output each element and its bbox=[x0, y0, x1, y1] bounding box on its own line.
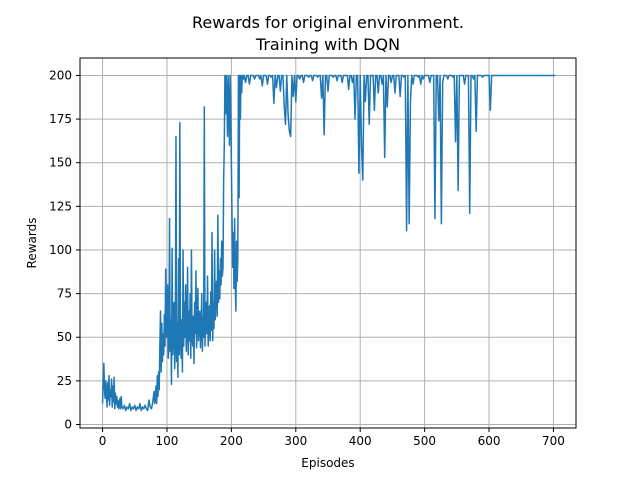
plot-area bbox=[101, 74, 556, 412]
x-tick-label: 200 bbox=[220, 434, 243, 448]
x-tick-label: 500 bbox=[413, 434, 436, 448]
x-tick-label: 100 bbox=[156, 434, 179, 448]
axis-ticks: 0 100 200 300 400 500 600 700 0 25 50 75 100 125 150 17… bbox=[49, 68, 565, 448]
axes-frame bbox=[79, 57, 577, 429]
x-tick-label: 700 bbox=[542, 434, 565, 448]
y-tick-label: 75 bbox=[57, 287, 72, 301]
x-tick-label: 400 bbox=[349, 434, 372, 448]
y-tick-label: 25 bbox=[57, 374, 72, 388]
series-line-0 bbox=[101, 74, 556, 412]
y-tick-label: 125 bbox=[49, 199, 72, 213]
y-tick-label: 0 bbox=[64, 418, 72, 432]
x-tick-label: 300 bbox=[284, 434, 307, 448]
y-tick-label: 200 bbox=[49, 68, 72, 82]
chart-title-line-2: Training with DQN bbox=[255, 35, 400, 54]
x-tick-label: 0 bbox=[99, 434, 107, 448]
y-tick-label: 150 bbox=[49, 156, 72, 170]
chart-title-line-1: Rewards for original environment. bbox=[192, 13, 464, 32]
x-tick-label: 600 bbox=[478, 434, 501, 448]
y-tick-label: 100 bbox=[49, 243, 72, 257]
y-axis-label: Rewards bbox=[25, 218, 39, 269]
y-tick-label: 50 bbox=[57, 330, 72, 344]
y-tick-label: 175 bbox=[49, 112, 72, 126]
x-axis-label: Episodes bbox=[301, 456, 354, 470]
